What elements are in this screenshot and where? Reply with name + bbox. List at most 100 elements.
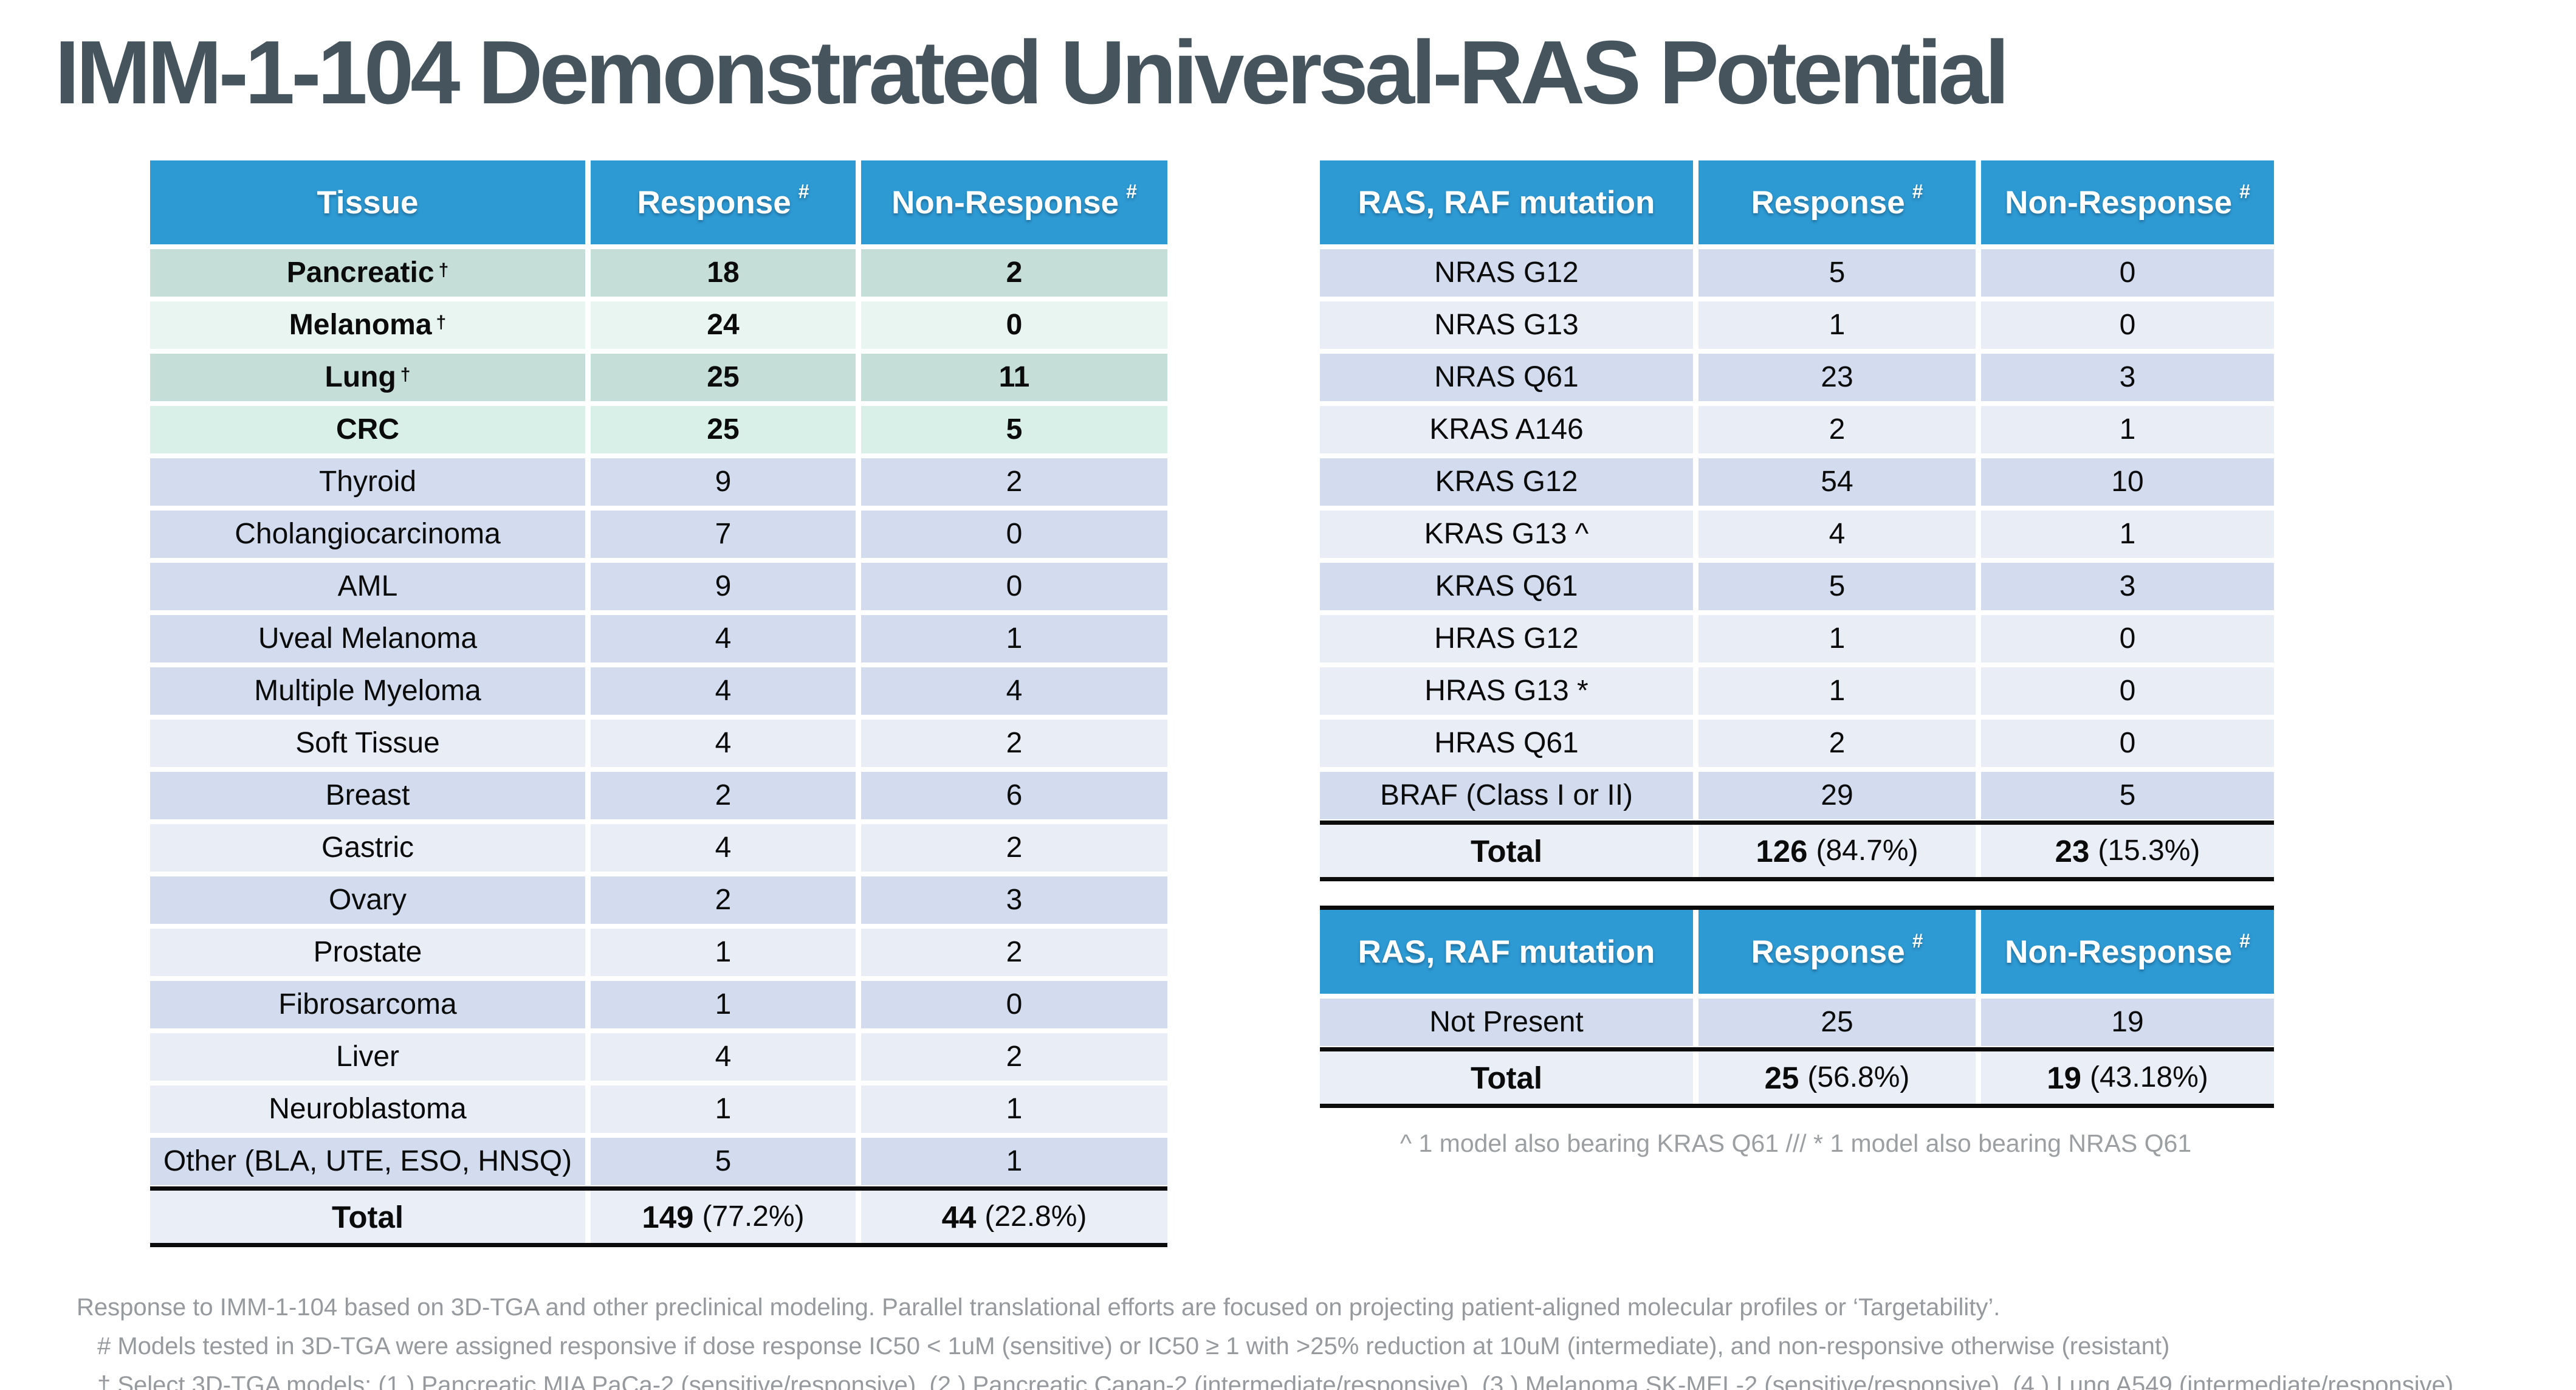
non-response-cell: 2 <box>861 824 1167 872</box>
no-mutation-table: RAS, RAF mutation Response # Non-Response… <box>1320 906 2274 1108</box>
response-cell: 2 <box>1698 720 1976 767</box>
response-cell: 9 <box>591 458 856 506</box>
response-cell: 1 <box>1698 615 1976 662</box>
page-title: IMM-1-104 Demonstrated Universal-RAS Pot… <box>55 22 2010 123</box>
non-response-header-cell: Non-Response # <box>1981 160 2274 244</box>
tissue-cell: Lung † <box>150 354 585 401</box>
non-response-cell: 2 <box>861 249 1167 297</box>
hash-superscript: # <box>1126 181 1137 202</box>
tissue-cell: CRC <box>150 406 585 453</box>
table-row: AML 9 0 <box>150 563 1167 610</box>
total-label: Total <box>150 1191 585 1243</box>
mutation-total-row: Total 126 (84.7%) 23 (15.3%) <box>1320 821 2274 881</box>
mutation-cell: KRAS A146 <box>1320 406 1693 453</box>
mutation-cell: Not Present <box>1320 999 1693 1046</box>
non-response-cell: 1 <box>1981 511 2274 558</box>
response-cell: 25 <box>591 406 856 453</box>
non-response-cell: 0 <box>861 563 1167 610</box>
tissue-cell: Uveal Melanoma <box>150 615 585 662</box>
mutation-cell: HRAS G12 <box>1320 615 1693 662</box>
non-response-cell: 0 <box>1981 720 2274 767</box>
total-non-response-cell: 44 (22.8%) <box>861 1191 1167 1243</box>
tissue-total-row: Total 149 (77.2%) 44 (22.8%) <box>150 1186 1167 1247</box>
tissue-cell: Multiple Myeloma <box>150 667 585 715</box>
response-cell: 23 <box>1698 354 1976 401</box>
response-cell: 1 <box>1698 667 1976 715</box>
non-response-header-cell: Non-Response # <box>1981 910 2274 994</box>
response-cell: 2 <box>1698 406 1976 453</box>
total-non-response-cell: 19 (43.18%) <box>1981 1051 2274 1104</box>
non-response-cell: 11 <box>861 354 1167 401</box>
table-row: NRAS G13 1 0 <box>1320 301 2274 349</box>
total-non-response-cell: 23 (15.3%) <box>1981 825 2274 877</box>
total-response-cell: 149 (77.2%) <box>591 1191 856 1243</box>
table-row: HRAS G12 1 0 <box>1320 615 2274 662</box>
tissue-cell: Gastric <box>150 824 585 872</box>
non-response-cell: 1 <box>861 1086 1167 1133</box>
non-response-cell: 1 <box>861 615 1167 662</box>
hash-superscript: # <box>2239 181 2250 202</box>
non-response-cell: 4 <box>861 667 1167 715</box>
response-cell: 5 <box>1698 249 1976 297</box>
tissue-header-label: Tissue <box>317 184 419 221</box>
tissue-cell: Liver <box>150 1033 585 1081</box>
non-response-cell: 5 <box>1981 772 2274 819</box>
non-response-cell: 3 <box>1981 354 2274 401</box>
total-response-cell: 126 (84.7%) <box>1698 825 1976 877</box>
tissue-cell: Thyroid <box>150 458 585 506</box>
response-cell: 25 <box>591 354 856 401</box>
table-row: KRAS G12 54 10 <box>1320 458 2274 506</box>
table-row: Pancreatic † 18 2 <box>150 249 1167 297</box>
non-response-cell: 2 <box>861 929 1167 976</box>
table-row: NRAS Q61 23 3 <box>1320 354 2274 401</box>
mutation-table-header-row: RAS, RAF mutation Response # Non-Response… <box>1320 160 2274 244</box>
table-row: Melanoma † 24 0 <box>150 301 1167 349</box>
table-row: HRAS Q61 2 0 <box>1320 720 2274 767</box>
table-row: Neuroblastoma 1 1 <box>150 1086 1167 1133</box>
mutation-table: RAS, RAF mutation Response # Non-Response… <box>1320 160 2274 881</box>
mutation-header-cell: RAS, RAF mutation <box>1320 910 1693 994</box>
table-row: Prostate 1 2 <box>150 929 1167 976</box>
no-mutation-table-header-row: RAS, RAF mutation Response # Non-Response… <box>1320 906 2274 994</box>
table-row: Liver 4 2 <box>150 1033 1167 1081</box>
table-row: Ovary 2 3 <box>150 876 1167 924</box>
response-cell: 1 <box>591 1086 856 1133</box>
dagger-marker: † <box>436 312 447 332</box>
non-response-cell: 1 <box>861 1138 1167 1185</box>
tissue-cell: Pancreatic † <box>150 249 585 297</box>
tissue-cell: Breast <box>150 772 585 819</box>
response-cell: 25 <box>1698 999 1976 1046</box>
tissue-cell: Ovary <box>150 876 585 924</box>
table-row: KRAS G13 ^ 4 1 <box>1320 511 2274 558</box>
non-response-cell: 0 <box>861 981 1167 1028</box>
response-header-cell: Response # <box>1698 910 1976 994</box>
mutation-cell: NRAS Q61 <box>1320 354 1693 401</box>
table-row: NRAS G12 5 0 <box>1320 249 2274 297</box>
non-response-cell: 10 <box>1981 458 2274 506</box>
non-response-cell: 3 <box>861 876 1167 924</box>
mutation-cell: KRAS G13 ^ <box>1320 511 1693 558</box>
response-cell: 4 <box>591 720 856 767</box>
response-cell: 2 <box>591 772 856 819</box>
tissue-table-header-row: Tissue Response # Non-Response # <box>150 160 1167 244</box>
non-response-cell: 0 <box>1981 615 2274 662</box>
mutation-cell: KRAS G12 <box>1320 458 1693 506</box>
table-row: Other (BLA, UTE, ESO, HNSQ) 5 1 <box>150 1138 1167 1185</box>
table-row: Cholangiocarcinoma 7 0 <box>150 511 1167 558</box>
dagger-marker: † <box>438 260 449 280</box>
response-cell: 18 <box>591 249 856 297</box>
non-response-cell: 6 <box>861 772 1167 819</box>
response-cell: 1 <box>591 981 856 1028</box>
non-response-cell: 0 <box>861 301 1167 349</box>
table-row: Soft Tissue 4 2 <box>150 720 1167 767</box>
response-header-label: Response <box>637 184 791 221</box>
total-label: Total <box>1320 1051 1693 1104</box>
mutation-header-cell: RAS, RAF mutation <box>1320 160 1693 244</box>
non-response-cell: 2 <box>861 458 1167 506</box>
table-row: BRAF (Class I or II) 29 5 <box>1320 772 2274 819</box>
total-label: Total <box>1320 825 1693 877</box>
non-response-cell: 0 <box>1981 667 2274 715</box>
response-cell: 2 <box>591 876 856 924</box>
tissue-cell: Fibrosarcoma <box>150 981 585 1028</box>
no-mutation-total-row: Total 25 (56.8%) 19 (43.18%) <box>1320 1047 2274 1108</box>
